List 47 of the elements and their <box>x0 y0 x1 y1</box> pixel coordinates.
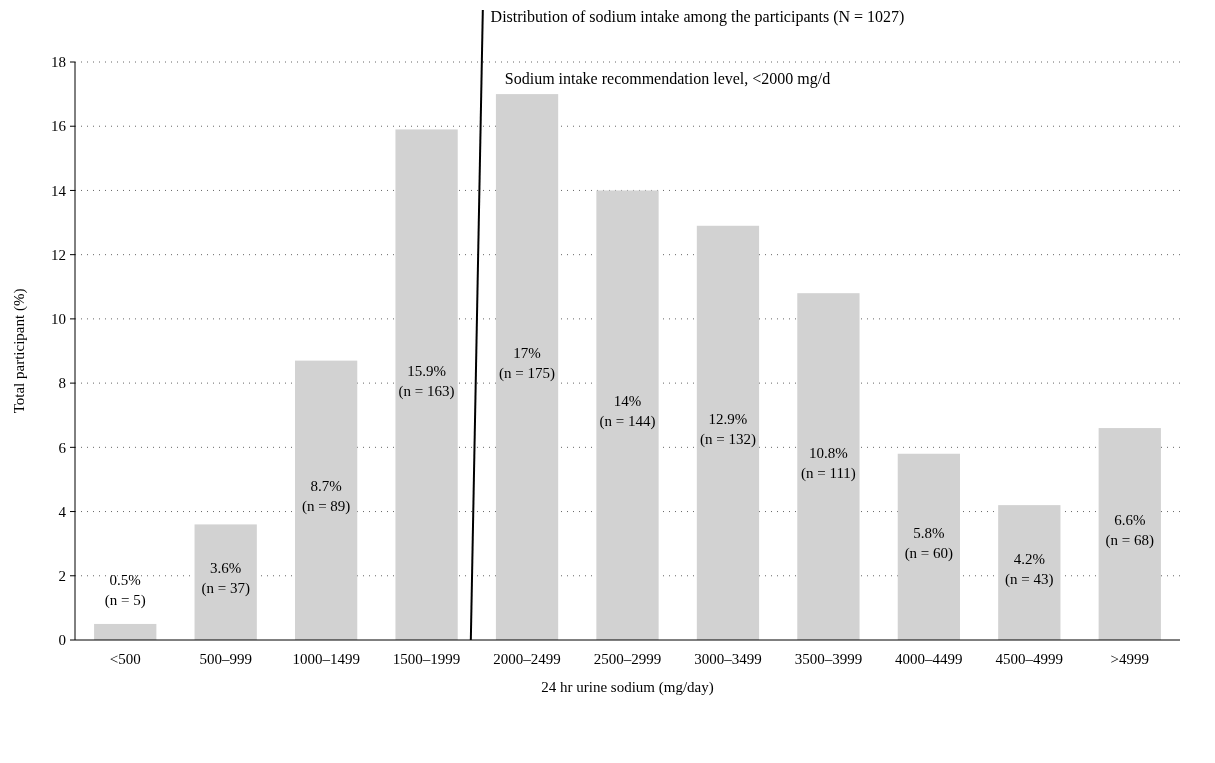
bar <box>194 524 257 640</box>
x-tick-label: 1000–1499 <box>292 651 360 667</box>
y-tick-label: 4 <box>58 503 67 520</box>
annotation: Sodium intake recommendation level, <2000 mg/d <box>504 70 831 88</box>
data-label: 5.8% (n = 60) <box>904 524 954 562</box>
y-tick-label: 12 <box>51 246 66 263</box>
bar <box>495 94 559 640</box>
bar <box>998 505 1061 640</box>
bar <box>395 129 458 640</box>
bar <box>696 225 760 640</box>
x-tick-label: <500 <box>109 651 141 667</box>
y-tick-label: 2 <box>58 568 66 585</box>
y-axis-title: Total participant (%) <box>11 288 28 414</box>
x-tick-label: 3000–3499 <box>694 651 762 667</box>
y-tick-label: 18 <box>51 54 66 71</box>
y-tick-label: 8 <box>58 375 66 392</box>
x-tick-label: 4000–4499 <box>895 651 963 667</box>
bar <box>1098 428 1161 640</box>
x-tick-label: 500–999 <box>199 651 252 667</box>
x-tick-label: 1500–1999 <box>392 651 461 667</box>
bar <box>295 360 358 640</box>
x-tick-label: 4500–4999 <box>995 651 1064 667</box>
y-tick-label: 10 <box>51 311 66 328</box>
data-label: 14% (n = 144) <box>599 393 656 431</box>
data-label: 8.7% (n = 89) <box>301 478 351 516</box>
x-tick-label: 3500–3999 <box>794 651 863 667</box>
bar <box>897 453 960 640</box>
y-tick-label: 6 <box>58 439 67 456</box>
x-tick-label: 2500–2999 <box>593 651 662 667</box>
x-axis-title: 24 hr urine sodium (mg/day) <box>541 679 714 696</box>
data-label: 12.9% (n = 132) <box>699 410 756 448</box>
data-label: 10.8% (n = 111) <box>800 444 856 482</box>
data-label: 17% (n = 175) <box>499 345 556 383</box>
data-label: 0.5% (n = 5) <box>104 571 146 609</box>
data-label: 6.6% (n = 68) <box>1105 512 1154 550</box>
data-label: 15.9% (n = 163) <box>398 362 455 400</box>
bar <box>596 190 659 640</box>
y-tick-label: 0 <box>58 632 66 649</box>
data-label: 4.2% (n = 43) <box>1005 550 1054 588</box>
bar <box>94 623 157 640</box>
y-tick-label: 14 <box>51 182 67 199</box>
chart-title: Distribution of sodium intake among the participants (N = 1027) <box>490 8 905 26</box>
x-tick-label: >4999 <box>1110 651 1150 667</box>
bar <box>797 293 860 640</box>
x-tick-label: 2000–2499 <box>493 651 561 667</box>
y-tick-label: 16 <box>51 118 67 135</box>
data-label: 3.6% (n = 37) <box>201 560 250 598</box>
